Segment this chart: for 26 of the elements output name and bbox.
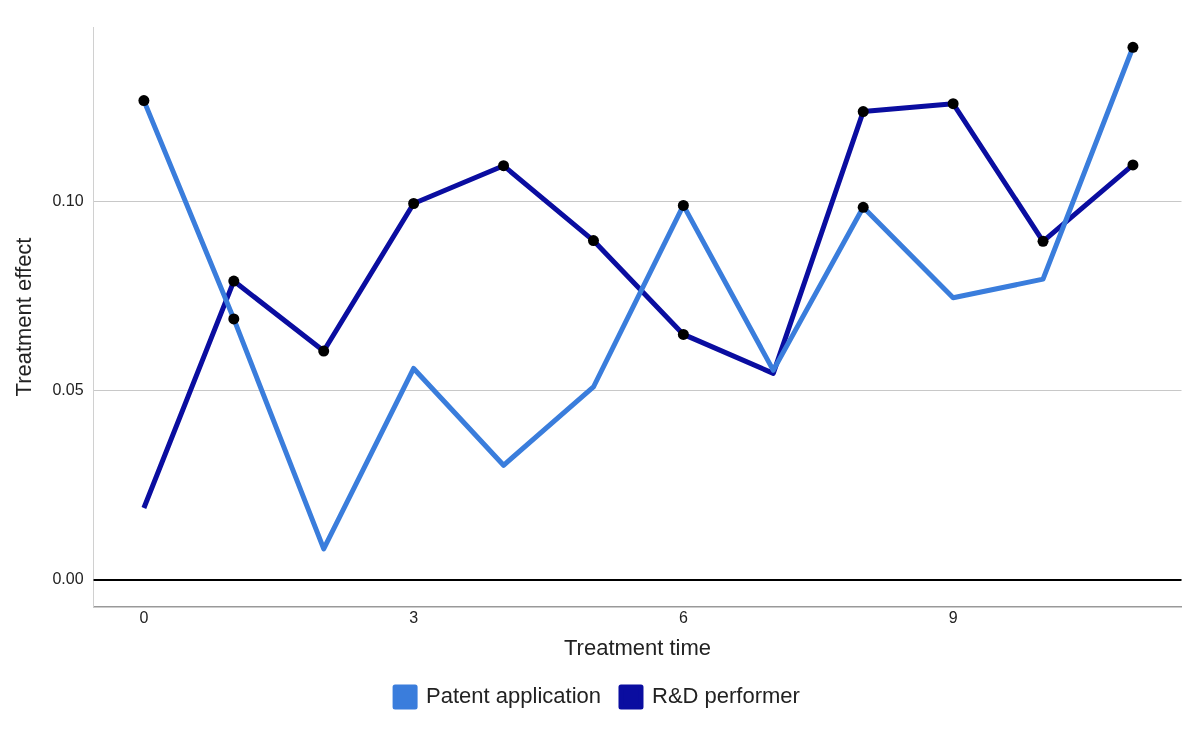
point bbox=[228, 313, 240, 325]
legend-label: R&D performer bbox=[651, 683, 800, 709]
point bbox=[1127, 41, 1139, 53]
point bbox=[587, 235, 599, 247]
x-tick-label: 6 bbox=[678, 609, 688, 627]
point bbox=[677, 328, 689, 340]
legend-label: Patent application bbox=[426, 683, 601, 709]
x-axis-title: Treatment time bbox=[563, 634, 712, 660]
point bbox=[1127, 159, 1139, 171]
point bbox=[498, 160, 510, 172]
point bbox=[408, 198, 420, 210]
x-tick-label: 0 bbox=[139, 609, 149, 627]
x-tick-label: 9 bbox=[948, 609, 958, 627]
y-tick-label: 0.00 bbox=[52, 570, 84, 588]
point bbox=[228, 275, 240, 287]
point bbox=[947, 98, 959, 110]
point bbox=[677, 199, 689, 211]
y-tick-label: 0.10 bbox=[52, 192, 84, 210]
point bbox=[857, 201, 869, 213]
y-axis-title: Treatment effect bbox=[11, 237, 37, 397]
y-tick-label: 0.05 bbox=[52, 381, 84, 399]
point bbox=[318, 345, 330, 357]
point bbox=[1037, 235, 1049, 247]
point bbox=[138, 95, 150, 107]
x-tick-label: 3 bbox=[409, 609, 419, 627]
point bbox=[857, 106, 869, 118]
